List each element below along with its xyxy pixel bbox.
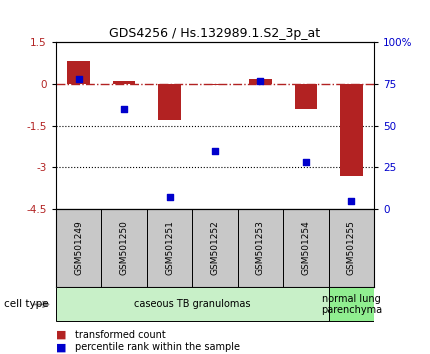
Text: normal lung
parenchyma: normal lung parenchyma xyxy=(321,293,382,315)
Bar xyxy=(113,81,135,84)
Text: GSM501254: GSM501254 xyxy=(301,221,310,275)
Point xyxy=(166,194,173,200)
Bar xyxy=(56,287,329,321)
Point xyxy=(121,106,128,112)
Bar xyxy=(158,84,181,120)
Bar xyxy=(295,84,317,109)
Text: cell type: cell type xyxy=(4,299,49,309)
Bar xyxy=(329,287,374,321)
Text: GSM501253: GSM501253 xyxy=(256,220,265,275)
Text: ■: ■ xyxy=(56,330,66,340)
Text: GSM501255: GSM501255 xyxy=(347,220,356,275)
Text: GSM501250: GSM501250 xyxy=(120,220,129,275)
Text: GSM501249: GSM501249 xyxy=(74,221,83,275)
Bar xyxy=(56,209,101,287)
Text: GSM501251: GSM501251 xyxy=(165,220,174,275)
Bar xyxy=(147,209,192,287)
Bar xyxy=(192,209,238,287)
Text: percentile rank within the sample: percentile rank within the sample xyxy=(75,342,240,352)
Bar xyxy=(67,61,90,84)
Bar xyxy=(283,209,329,287)
Point xyxy=(257,78,264,84)
Point xyxy=(212,148,218,154)
Bar xyxy=(238,209,283,287)
Bar xyxy=(340,84,363,176)
Text: GSM501252: GSM501252 xyxy=(211,221,219,275)
Bar xyxy=(101,209,147,287)
Title: GDS4256 / Hs.132989.1.S2_3p_at: GDS4256 / Hs.132989.1.S2_3p_at xyxy=(110,27,320,40)
Point xyxy=(75,76,82,82)
Point xyxy=(348,198,355,203)
Bar xyxy=(249,79,272,84)
Text: caseous TB granulomas: caseous TB granulomas xyxy=(134,299,251,309)
Bar xyxy=(329,209,374,287)
Text: transformed count: transformed count xyxy=(75,330,166,340)
Bar xyxy=(204,84,226,85)
Text: ■: ■ xyxy=(56,342,66,352)
Point xyxy=(302,159,309,165)
